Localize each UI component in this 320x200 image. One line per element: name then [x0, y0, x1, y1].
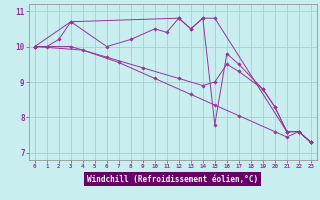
- X-axis label: Windchill (Refroidissement éolien,°C): Windchill (Refroidissement éolien,°C): [87, 175, 258, 184]
